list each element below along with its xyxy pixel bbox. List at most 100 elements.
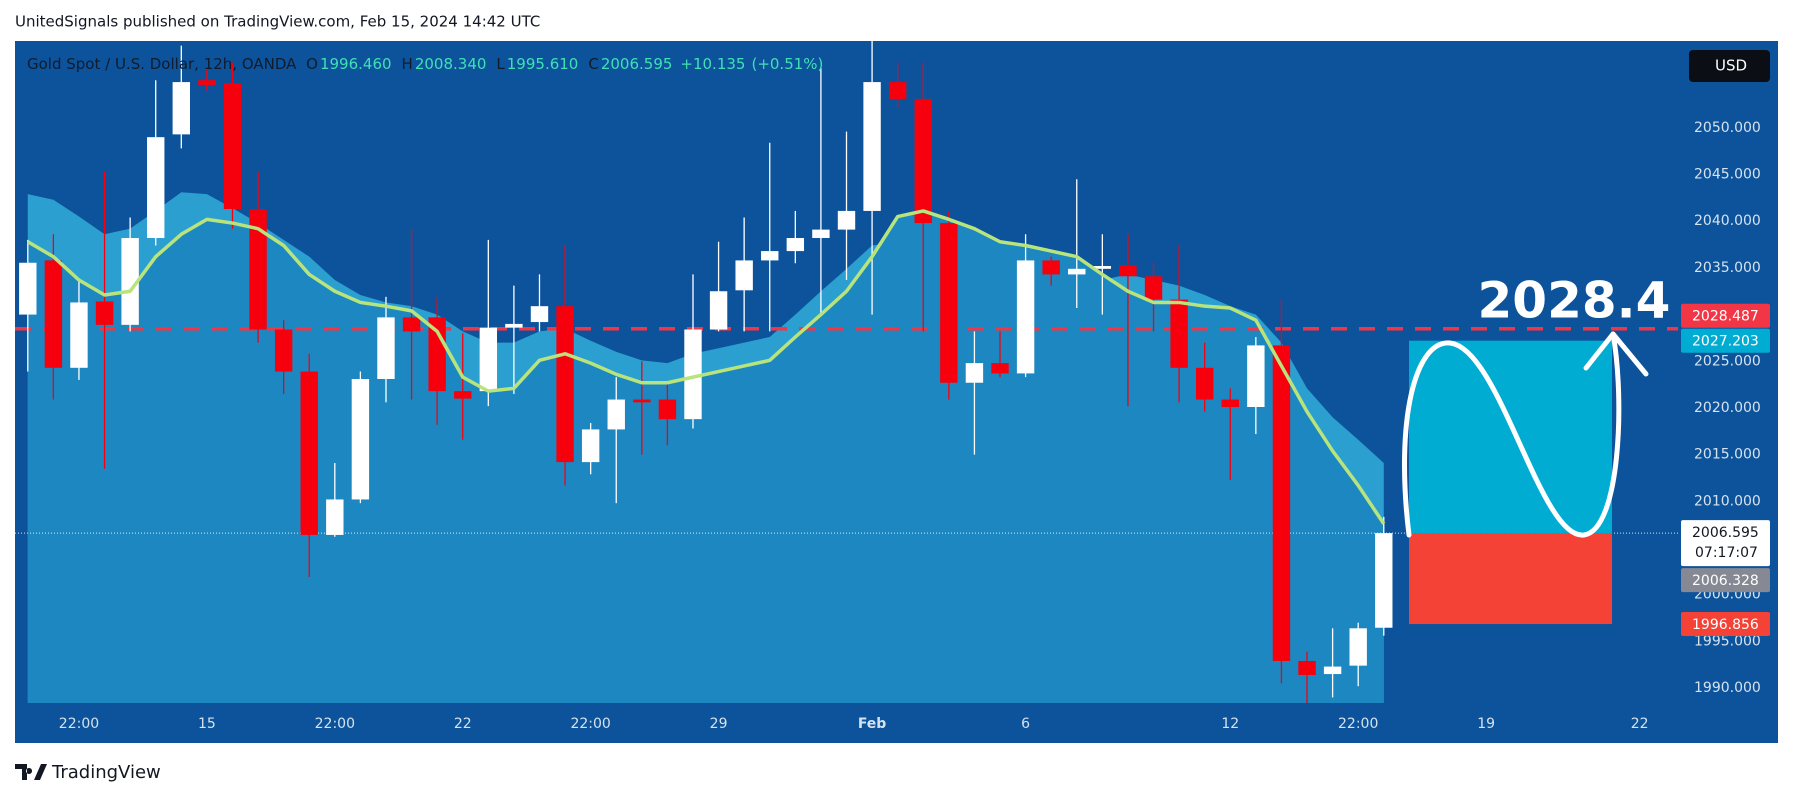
last-price: 2006.595: [1692, 525, 1759, 541]
candle-body: [1323, 666, 1342, 675]
x-tick-label: 6: [1021, 716, 1030, 732]
x-tick-label: 29: [710, 716, 728, 732]
ma-line: [26, 209, 1386, 525]
legend-value: 1996.460: [320, 55, 392, 73]
plot: [15, 41, 1678, 703]
candle-body: [1272, 345, 1291, 661]
candle-body: [454, 391, 472, 399]
candle-body: [249, 209, 267, 330]
footer-logo: TradingView: [15, 762, 161, 783]
candle-body: [581, 429, 600, 463]
y-tick-label: 2010.000: [1694, 493, 1761, 509]
candle-body: [1093, 266, 1112, 269]
candle-body: [888, 82, 907, 99]
y-tick-label: 1990.000: [1694, 680, 1761, 696]
legend-key: H: [402, 55, 413, 73]
x-tick-label: 22: [1631, 716, 1649, 732]
candle-body: [658, 399, 677, 420]
candle-body: [1042, 260, 1060, 275]
x-tick-label: 22:00: [315, 716, 355, 732]
legend-key: L: [496, 55, 505, 73]
candle-body: [735, 260, 753, 291]
legend-change: +10.135: [680, 55, 745, 73]
candle-body: [274, 329, 293, 372]
drawn-arrow: [1583, 331, 1649, 377]
candle-body: [505, 323, 523, 328]
currency-label: USD: [1715, 57, 1747, 75]
candle-body: [940, 223, 958, 383]
bid-price-tag: 2006.328: [1692, 573, 1759, 589]
legend-value: 2008.340: [415, 55, 487, 73]
bid-price-tag-bg: [1681, 568, 1770, 593]
header-title: UnitedSignals published on TradingView.c…: [15, 13, 540, 31]
candle-body: [223, 83, 242, 210]
candle-body: [377, 317, 395, 380]
candle-body: [300, 371, 318, 535]
candle-body: [633, 399, 651, 403]
axes: USD 2050.000 2045.000 2040.000 2035.000 2025.…: [59, 50, 1770, 732]
y-tick-label: 2050.000: [1694, 120, 1761, 136]
x-tick-label: Feb: [858, 716, 887, 732]
candle-body: [1068, 268, 1086, 275]
candle-body: [863, 82, 881, 211]
y-tick-label: 2045.000: [1694, 167, 1761, 183]
candle-body: [1221, 399, 1239, 408]
candle-body: [147, 137, 165, 239]
x-tick-label: 22: [454, 716, 472, 732]
candle-body: [44, 260, 63, 368]
legend-key: O: [306, 55, 318, 73]
candle-body: [351, 379, 370, 500]
candle-body: [761, 251, 779, 261]
annotation: 2028.4: [1478, 272, 1671, 330]
x-tick-label: 12: [1221, 716, 1239, 732]
candle-body: [1247, 345, 1265, 408]
candle-body: [607, 399, 625, 430]
y-tick-label: 2035.000: [1694, 260, 1761, 276]
candle-body: [121, 238, 139, 325]
line-price-tag: 2028.487: [1692, 309, 1759, 325]
candle-body: [1298, 660, 1316, 675]
legend-symbol: Gold Spot / U.S. Dollar, 12h, OANDA: [27, 55, 297, 73]
candle-body: [402, 317, 421, 332]
candle-body: [1016, 260, 1035, 374]
candle-body: [914, 98, 932, 224]
drawn-curve: [1402, 331, 1622, 538]
legend-value: 1995.610: [507, 55, 579, 73]
stop-price-tag-bg: [1681, 612, 1770, 637]
candle-body: [198, 80, 216, 85]
line-price-tag-bg: [1681, 303, 1770, 328]
stop-zone: [1409, 533, 1612, 625]
candle-body: [95, 301, 114, 325]
overlay: 2028.4 Gold Spot / U.S. Dollar, 12h, OAND…: [27, 55, 1670, 625]
countdown: 07:17:07: [1695, 545, 1758, 561]
candle-body: [530, 306, 549, 323]
candle-body: [1119, 265, 1137, 277]
y-tick-label: 2025.000: [1694, 353, 1761, 369]
stop-price-tag: 1996.856: [1692, 617, 1759, 633]
candle-body: [70, 302, 88, 368]
candle-body: [1144, 276, 1163, 300]
candle-body: [812, 229, 830, 239]
candle-body: [1170, 299, 1188, 368]
target-zone: [1409, 340, 1612, 534]
candle-body: [991, 363, 1009, 374]
y-tick-label: 2040.000: [1694, 213, 1761, 229]
y-tick-label: 2015.000: [1694, 447, 1761, 463]
x-tick-label: 15: [198, 716, 216, 732]
candle-body: [172, 82, 190, 135]
ma-area: [27, 210, 1384, 703]
x-tick-label: 22:00: [1338, 716, 1378, 732]
footer-brand: TradingView: [51, 762, 161, 783]
x-tick-label: 22:00: [570, 716, 610, 732]
candle-body: [786, 238, 805, 252]
candle-body: [479, 327, 498, 392]
target-price-tag: 2027.203: [1692, 334, 1759, 350]
candle-body: [1375, 533, 1393, 628]
legend-value: 2006.595: [601, 55, 673, 73]
last-price-box: [1681, 520, 1770, 567]
currency-button: [1689, 50, 1770, 82]
logo-icon: [15, 764, 47, 780]
candle-body: [556, 306, 574, 463]
candle-body: [684, 329, 702, 420]
candle-body: [326, 499, 344, 535]
